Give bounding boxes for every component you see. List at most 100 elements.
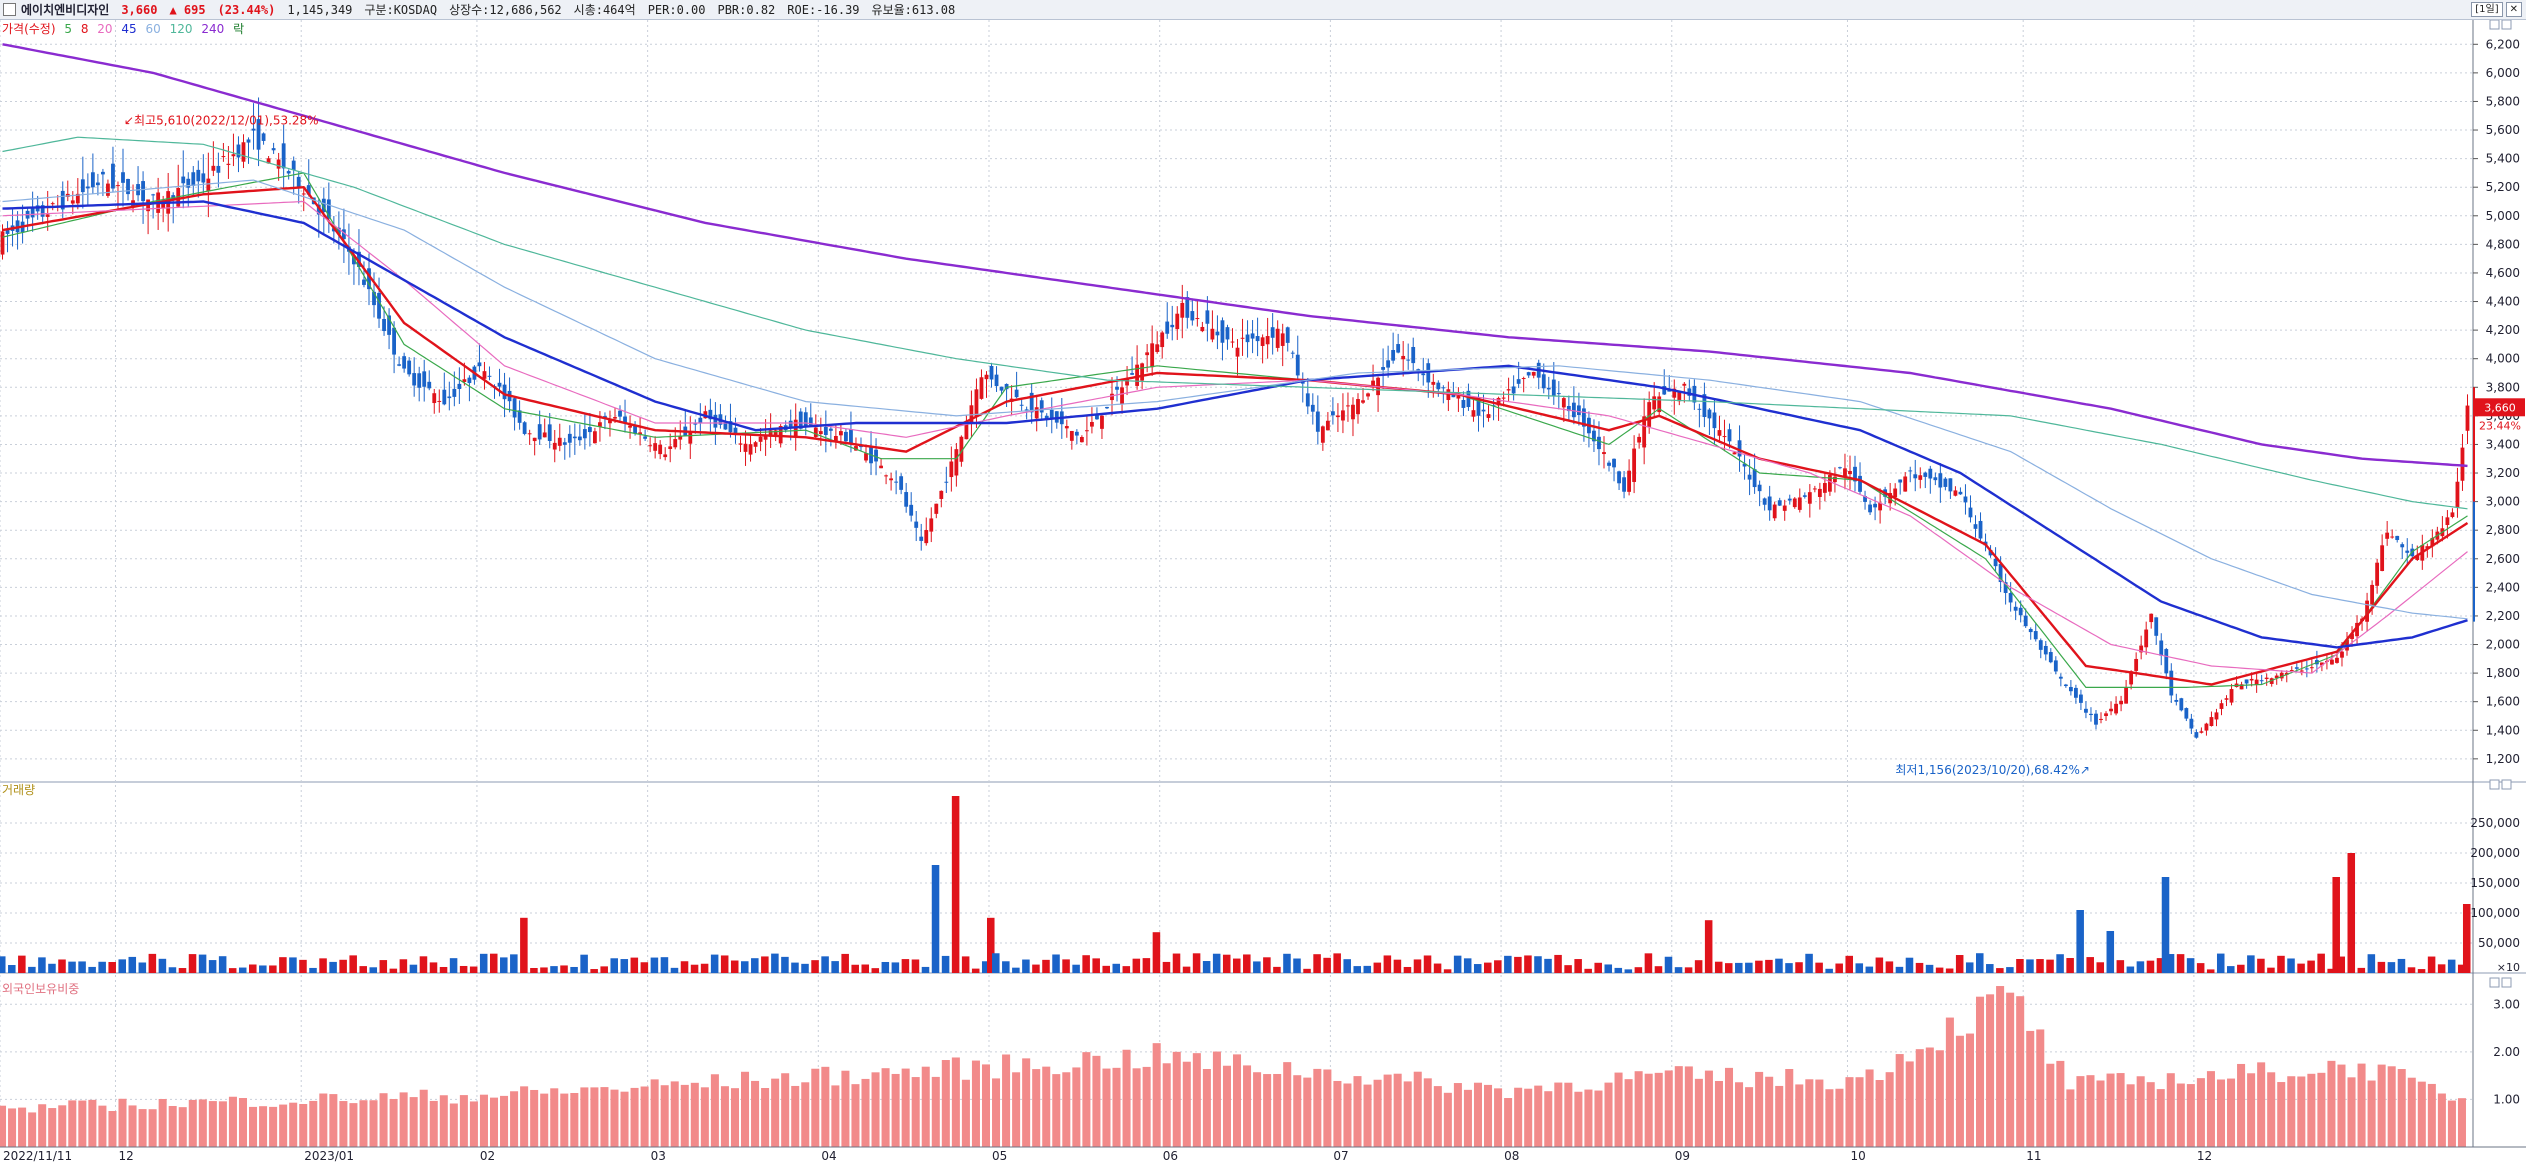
foreign-bar: [1825, 1089, 1834, 1147]
y-tick-label: 3,000: [2486, 495, 2520, 509]
volume-bar: [1634, 967, 1643, 973]
candle-body: [768, 430, 773, 437]
stock-chart[interactable]: 2022/11/11 12 2023/01 02 03 04 05 06 07 08 09 10 11 1…: [0, 20, 2526, 1167]
close-icon[interactable]: ✕: [2505, 2, 2522, 17]
candle-body: [2319, 662, 2324, 666]
x-tick-label: 07: [1333, 1149, 1348, 1163]
volume-bar: [2267, 967, 2275, 973]
panel-close-button[interactable]: [2501, 20, 2512, 30]
foreign-bar: [861, 1078, 870, 1147]
candle-body: [874, 449, 878, 462]
volume-bar: [992, 953, 1000, 973]
candle-body: [1290, 352, 1295, 354]
candle-body: [1275, 328, 1280, 348]
volume-bar: [329, 961, 337, 973]
volume-bar: [218, 956, 227, 973]
foreign-bar: [1293, 1075, 1302, 1147]
candle-body: [512, 398, 517, 418]
volume-bar: [1885, 961, 1894, 973]
foreign-bar: [48, 1108, 57, 1147]
foreign-bar: [138, 1109, 147, 1147]
candle-body: [467, 377, 472, 384]
candle-body: [1722, 436, 1727, 438]
volume-bar: [660, 957, 669, 973]
volume-bar: [188, 954, 197, 973]
volume-bar: [1162, 961, 1171, 973]
candle-body: [1817, 488, 1822, 497]
volume-bar: [1724, 963, 1733, 973]
candle-body: [1004, 383, 1009, 390]
candle-body: [2430, 537, 2435, 547]
volume-bar: [1433, 963, 1442, 973]
candle-body: [954, 449, 959, 476]
foreign-bar: [1614, 1072, 1623, 1147]
panel-close-button[interactable]: [2501, 779, 2512, 790]
volume-bar: [2227, 966, 2235, 973]
reserve-ratio: 유보율:613.08: [871, 3, 956, 17]
volume-bar: [1283, 953, 1291, 973]
legend-ma-20: 20: [97, 22, 113, 36]
y-tick-label: 1,600: [2486, 695, 2520, 709]
volume-bar: [38, 957, 46, 973]
candle-body: [1175, 313, 1180, 330]
volume-bar: [580, 954, 588, 973]
candle-body: [1014, 389, 1019, 398]
foreign-bar: [1313, 1068, 1322, 1147]
candle-body: [1180, 302, 1185, 318]
foreign-bar: [1152, 1043, 1161, 1147]
volume-bar: [2377, 961, 2386, 973]
candle-body: [1185, 297, 1190, 318]
candle-body: [2043, 645, 2048, 655]
candle-body: [743, 443, 748, 452]
volume-bar: [339, 959, 347, 973]
panel-control-button[interactable]: [2489, 779, 2500, 790]
volume-bar: [349, 955, 357, 973]
candle-body: [1687, 388, 1692, 396]
candle-body: [593, 431, 597, 444]
volume-bar: [1002, 961, 1010, 973]
foreign-bar: [1323, 1069, 1332, 1147]
volume-tick-label: 250,000: [2470, 816, 2520, 830]
volume-legend: 거래량: [2, 783, 36, 797]
price-change-pct: (23.44%): [217, 2, 276, 17]
candle-body: [557, 437, 562, 446]
candle-body: [989, 365, 994, 380]
candle-body: [1140, 363, 1145, 381]
foreign-bar: [1162, 1063, 1171, 1147]
checkbox[interactable]: [3, 3, 16, 16]
candle-body: [1150, 343, 1155, 368]
foreign-bar: [269, 1106, 278, 1147]
y-tick-label: 2,000: [2486, 638, 2520, 652]
volume-bar: [986, 917, 995, 973]
volume-bar: [730, 960, 739, 973]
foreign-bar: [1393, 1073, 1402, 1147]
foreign-bar: [1373, 1079, 1382, 1147]
panel-control-button[interactable]: [2489, 20, 2500, 30]
candle-body: [2289, 670, 2294, 672]
candle-body: [979, 377, 984, 399]
foreign-bar: [2196, 1078, 2205, 1147]
foreign-bar: [1795, 1084, 1804, 1147]
volume-bar: [931, 865, 940, 973]
candle-body: [1120, 387, 1124, 405]
period-button[interactable]: [1일]: [2471, 2, 2503, 17]
candle-body: [914, 521, 919, 528]
panel-control-button[interactable]: [2489, 977, 2500, 988]
volume-bar: [911, 959, 920, 973]
volume-bar: [379, 960, 388, 973]
candle-body: [402, 356, 407, 369]
candle-body: [266, 158, 271, 164]
current-pct-label: 23.44%: [2479, 419, 2521, 432]
foreign-bar: [1042, 1066, 1051, 1147]
candle-body: [2219, 703, 2224, 709]
candle-body: [2164, 649, 2169, 674]
volume-bar: [409, 964, 418, 973]
foreign-bar: [891, 1073, 900, 1147]
volume-bar: [831, 961, 839, 973]
volume-bar: [88, 966, 96, 973]
candle-body: [321, 198, 326, 213]
candle-body: [1677, 391, 1682, 402]
candle-body: [2099, 718, 2103, 720]
panel-close-button[interactable]: [2501, 977, 2512, 988]
candle-body: [201, 173, 206, 183]
